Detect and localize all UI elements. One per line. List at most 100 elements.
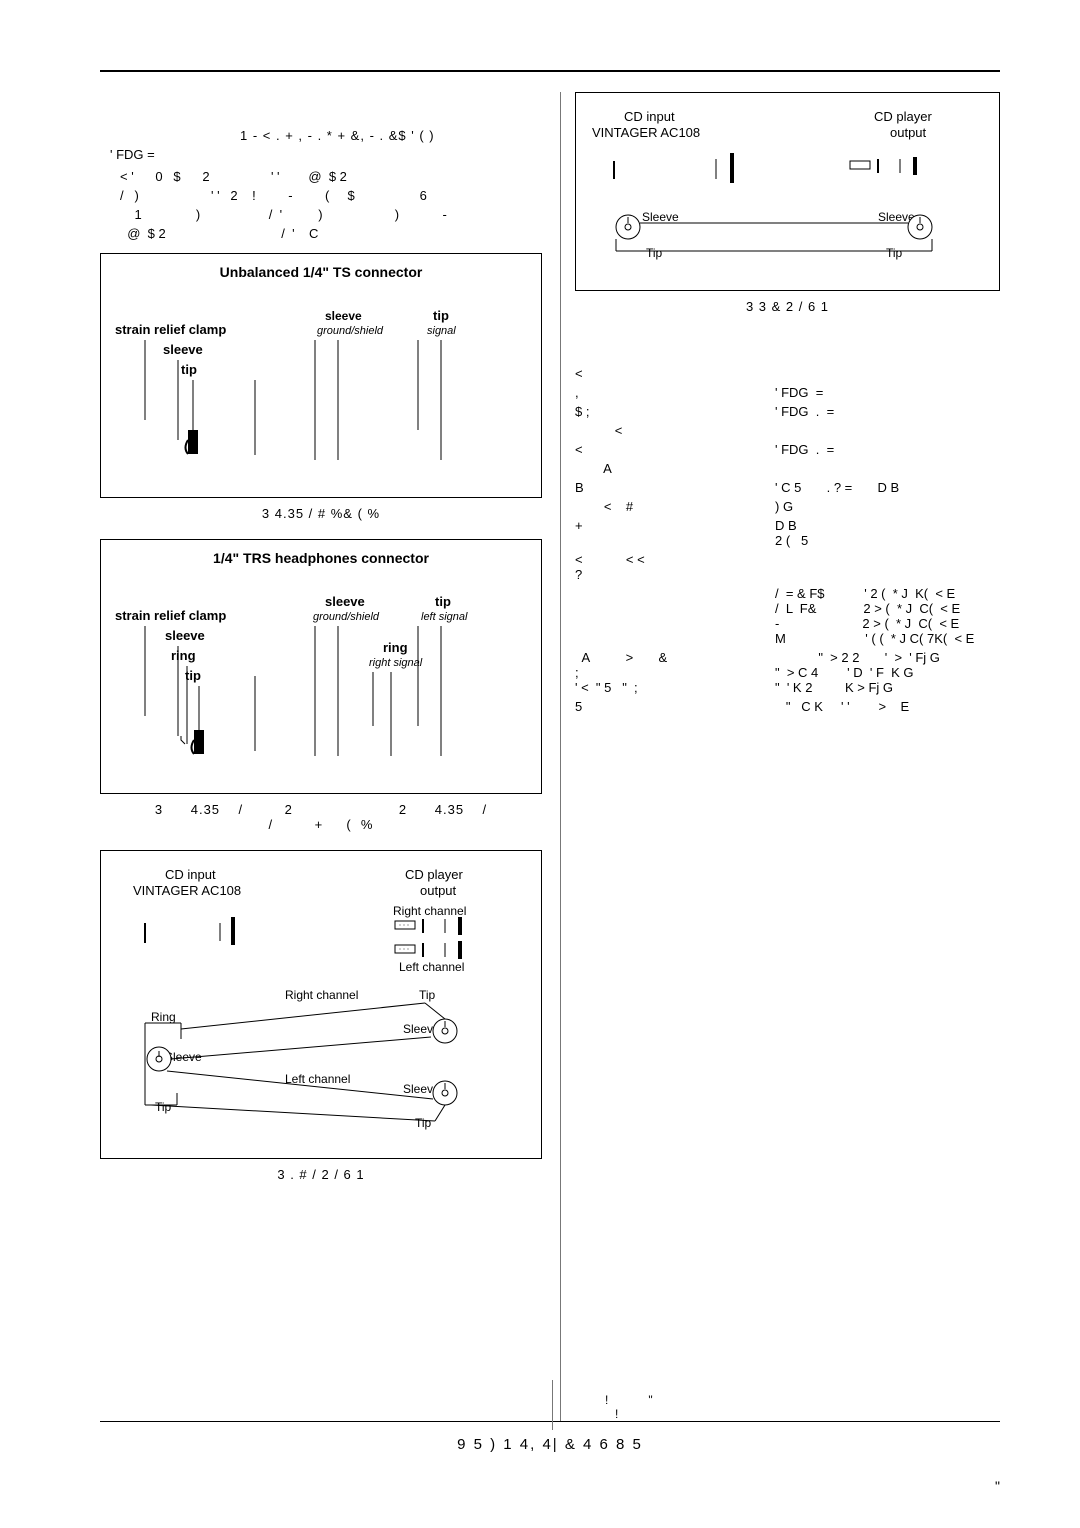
spec-key [575,586,775,646]
spec-row: A [575,461,1000,476]
fig1-caption: 3 4.35 / # %& ( % [100,506,542,521]
spec-row: < #) G [575,499,1000,514]
spec-key: < [575,423,775,438]
spec-row: B' C 5 . ? = D B [575,480,1000,495]
spec-key: A > & ; ' < " 5 " ; [575,650,775,695]
spec-key: + [575,518,775,548]
spec-value: D B 2 ( 5 [775,518,1000,548]
svg-text:Tip: Tip [886,246,903,260]
spec-value: ) G [775,499,1000,514]
header-garble2: ' FDG = [110,147,542,162]
fig1-tip2-label: tip [181,362,197,377]
fig4-caption: 3 3 & 2 / 6 1 [575,299,1000,314]
spec-key: B [575,480,775,495]
svg-text:CD player: CD player [405,867,463,882]
svg-text:output: output [890,125,927,140]
svg-text:Ring: Ring [151,1010,176,1024]
fig2-title: 1/4" TRS headphones connector [115,550,527,566]
fig2-svg: sleeve ground/shield tip left signal rin… [115,566,525,776]
svg-text:left signal: left signal [421,611,468,623]
spec-value [775,423,1000,438]
figure-trs-connector: 1/4" TRS headphones connector sleeve gro… [100,539,542,794]
svg-text:CD player: CD player [874,109,932,124]
spec-value: ' FDG . = [775,404,1000,419]
svg-text:ring: ring [383,640,408,655]
rca-right-top [395,917,462,935]
svg-text:Tip: Tip [646,246,663,260]
svg-text:VINTAGER AC108: VINTAGER AC108 [592,125,700,140]
svg-text:right signal: right signal [369,657,423,669]
svg-text:Right channel: Right channel [393,904,466,918]
fig1-tip-label: tip [433,308,449,323]
spec-key: < [575,366,775,381]
figure-stereo-cable: CD input VINTAGER AC108 CD player output… [100,850,542,1159]
fig1-svg: sleeve ground/shield tip signal strain r… [115,280,525,480]
page-columns: 1 - < . + , - . * + &, - . &$ ' ( ) ' FD… [100,92,1000,1422]
spec-key: , [575,385,775,400]
svg-text:ring: ring [171,648,196,663]
spec-row: 5 " C K ' ' > E [575,699,1000,714]
svg-text:Right channel: Right channel [285,988,358,1002]
fig4-svg: CD input VINTAGER AC108 CD player output… [590,103,990,273]
fig1-ground-label: ground/shield [317,325,384,337]
spec-value [775,366,1000,381]
fig1-sleeve-label: sleeve [325,309,362,323]
spec-row: $ ;' FDG . = [575,404,1000,419]
fig1-strain-label: strain relief clamp [115,322,226,337]
top-rule [100,70,1000,72]
footer-marks: ! " ! [605,1393,1000,1421]
fig2-caption: 3 4.35 / 2 2 4.35 / / + ( % [100,802,542,832]
spec-value: ' C 5 . ? = D B [775,480,1000,495]
body-garble: < ' 0 $ 2 ' ' @ $ 2 / ) ' ' 2 ! - ( $ 6 … [120,168,542,243]
svg-text:Tip: Tip [415,1116,432,1130]
rca-right-bot [395,941,462,959]
spec-value: / = & F$ ' 2 ( * J K( < E / L F& 2 > ( *… [775,586,1000,646]
spec-table: <,' FDG =$ ;' FDG . = <<' FDG . = AB' C … [575,362,1000,718]
svg-text:strain relief clamp: strain relief clamp [115,608,226,623]
svg-text:Tip: Tip [155,1100,172,1114]
figure-ts-connector: Unbalanced 1/4" TS connector sleeve grou… [100,253,542,498]
spec-row: / = & F$ ' 2 ( * J K( < E / L F& 2 > ( *… [575,586,1000,646]
svg-text:CD input: CD input [165,867,216,882]
spec-key: < [575,442,775,457]
page-footer: 9 5 ) 1 4, 4| & 4 6 8 5 [100,1436,1000,1453]
spec-value: ' FDG . = [775,442,1000,457]
spec-key: < # [575,499,775,514]
spec-row: +D B 2 ( 5 [575,518,1000,548]
spec-row: < < < ? [575,552,1000,582]
svg-text:VINTAGER AC108: VINTAGER AC108 [133,883,241,898]
fig1-sleeve2-label: sleeve [163,342,203,357]
svg-text:ground/shield: ground/shield [313,611,380,623]
spec-key: $ ; [575,404,775,419]
fig1-signal-label: signal [427,325,456,337]
spec-row: <' FDG . = [575,442,1000,457]
spec-key: A [575,461,775,476]
header-garble: 1 - < . + , - . * + &, - . &$ ' ( ) [240,128,542,143]
spec-row: < [575,423,1000,438]
fig3-svg: CD input VINTAGER AC108 CD player output… [115,861,525,1141]
svg-text:Sleeve: Sleeve [642,210,679,224]
spec-value: " > 2 2 ' > ' Fj G " > C 4 ' D ' F K G "… [775,650,1000,695]
svg-text:Left channel: Left channel [399,960,464,974]
spec-value: ' FDG = [775,385,1000,400]
svg-text:sleeve: sleeve [165,628,205,643]
svg-text:CD input: CD input [624,109,675,124]
spec-row: ,' FDG = [575,385,1000,400]
column-divider-tail [552,1380,553,1430]
page-footer-right: " [995,1478,1000,1494]
svg-text:tip: tip [435,594,451,609]
spec-key: < < < ? [575,552,775,582]
fig3-caption: 3 . # / 2 / 6 1 [100,1167,542,1182]
figure-mono-cable: CD input VINTAGER AC108 CD player output… [575,92,1000,291]
spec-value [775,552,1000,582]
left-column: 1 - < . + , - . * + &, - . &$ ' ( ) ' FD… [100,92,542,1421]
right-column: CD input VINTAGER AC108 CD player output… [560,92,1000,1421]
spec-value: " C K ' ' > E [775,699,1000,714]
spec-key: 5 [575,699,775,714]
svg-text:Left channel: Left channel [285,1072,350,1086]
spec-value [775,461,1000,476]
spec-row: < [575,366,1000,381]
spec-row: A > & ; ' < " 5 " ; " > 2 2 ' > ' Fj G "… [575,650,1000,695]
svg-text:Tip: Tip [419,988,436,1002]
fig1-title: Unbalanced 1/4" TS connector [115,264,527,280]
